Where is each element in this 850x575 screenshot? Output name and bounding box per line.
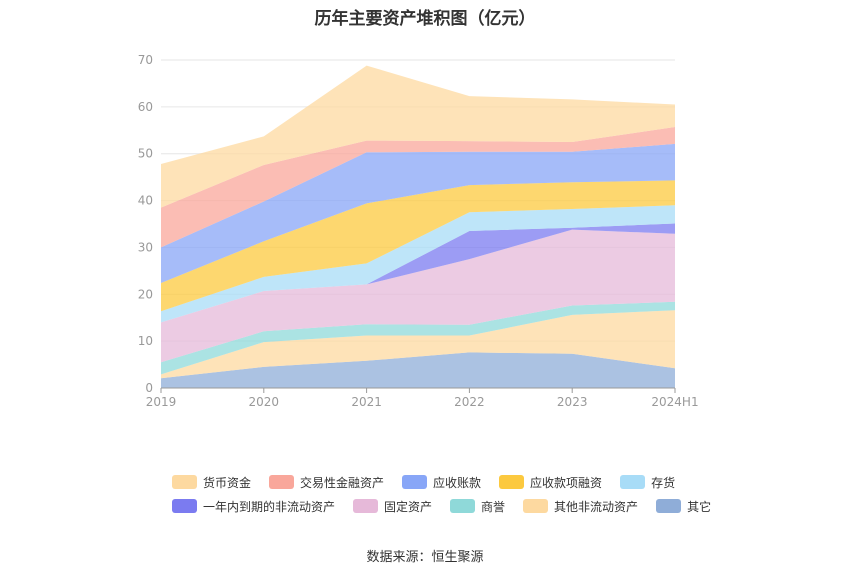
y-tick-label: 0 (145, 381, 153, 395)
area-series-8 (161, 127, 675, 248)
x-tick-label: 2019 (146, 395, 177, 409)
area-series-2 (161, 301, 675, 375)
legend-label: 一年内到期的非流动资产 (203, 499, 336, 514)
legend-label: 应收账款 (433, 475, 482, 490)
legend-swatch (523, 499, 549, 513)
y-tick-label: 20 (138, 287, 153, 301)
legend-item[interactable]: 其它 (656, 498, 711, 515)
legend-item[interactable]: 一年内到期的非流动资产 (172, 498, 335, 515)
area-series-3 (161, 229, 675, 363)
area-series-9 (161, 65, 675, 208)
legend-label: 其它 (687, 499, 712, 514)
chart-title: 历年主要资产堆积图（亿元） (314, 9, 536, 29)
legend-label: 交易性金融资产 (300, 475, 385, 490)
data-source: 数据来源：恒生聚源 (366, 550, 484, 565)
legend-swatch (172, 475, 197, 489)
y-tick-label: 60 (138, 100, 153, 114)
x-tick-label: 2021 (351, 395, 382, 409)
legend-item[interactable]: 货币资金 (172, 474, 251, 491)
x-tick-label: 2020 (249, 395, 280, 409)
axes: 0 10 20 30 40 50 60 70 2019 2020 2021 2022 2023 2024H… (138, 53, 699, 409)
legend-item[interactable]: 其他非流动资产 (523, 498, 638, 515)
legend-item[interactable]: 应收款项融资 (499, 474, 602, 491)
area-series-5 (161, 205, 675, 323)
legend-item[interactable]: 商誉 (450, 498, 505, 515)
legend-item[interactable]: 存货 (620, 474, 675, 491)
legend-swatch (172, 499, 197, 513)
y-tick-label: 10 (138, 334, 153, 348)
legend-label: 应收款项融资 (530, 475, 603, 490)
x-tick-label: 2023 (557, 395, 588, 409)
legend-item[interactable]: 应收账款 (402, 474, 481, 491)
area-series-0 (161, 352, 675, 388)
legend-swatch (269, 475, 295, 489)
legend-row: 货币资金 交易性金融资产 应收账款 应收款项融资 存货 (172, 470, 732, 494)
y-tick-label: 40 (138, 194, 153, 208)
legend-label: 其他非流动资产 (554, 499, 639, 514)
y-tick-label: 50 (138, 147, 153, 161)
legend-swatch (450, 499, 476, 513)
legend-swatch (402, 475, 428, 489)
x-tick-label: 2024H1 (651, 395, 698, 409)
legend-row: 一年内到期的非流动资产 固定资产 商誉 其他非流动资产 其它 (172, 494, 732, 518)
legend-swatch (656, 499, 682, 513)
legend-swatch (620, 475, 646, 489)
legend-label: 商誉 (481, 499, 506, 514)
legend-item[interactable]: 交易性金融资产 (269, 474, 384, 491)
legend-swatch (353, 499, 379, 513)
legend-item[interactable]: 固定资产 (353, 498, 432, 515)
legend-label: 固定资产 (384, 499, 433, 514)
y-tick-label: 30 (138, 240, 153, 254)
y-tick-label: 70 (138, 53, 153, 67)
legend: 货币资金 交易性金融资产 应收账款 应收款项融资 存货 一年内到期的非流动资产 固定资产 商… (172, 470, 732, 518)
area-series-6 (161, 180, 675, 312)
area-series-7 (161, 143, 675, 283)
legend-label: 存货 (651, 475, 676, 490)
legend-swatch (499, 475, 525, 489)
area-series-1 (161, 310, 675, 379)
legend-label: 货币资金 (203, 475, 252, 490)
area-series-group (161, 65, 675, 388)
x-tick-label: 2022 (454, 395, 485, 409)
